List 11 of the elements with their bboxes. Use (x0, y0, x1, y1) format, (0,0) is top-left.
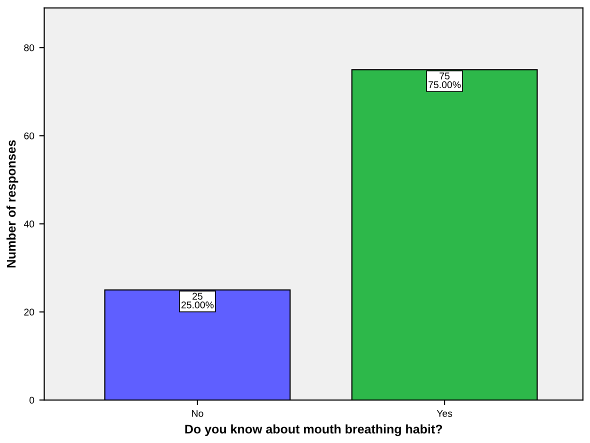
x-tick-label: Yes (436, 410, 452, 417)
y-tick-label: 80 (24, 44, 34, 52)
y-tick-label: 20 (24, 308, 34, 316)
data-label: 25 25.00% (181, 292, 214, 308)
data-label: 75 75.00% (428, 72, 461, 88)
y-tick-label: 40 (24, 220, 34, 228)
y-tick-label: 0 (30, 396, 34, 404)
y-axis-title: Number of responses (6, 140, 18, 268)
x-axis-title: Do you know about mouth breathing habit? (185, 424, 442, 436)
x-tick-label: No (192, 410, 204, 417)
y-tick-label: 60 (24, 132, 34, 140)
